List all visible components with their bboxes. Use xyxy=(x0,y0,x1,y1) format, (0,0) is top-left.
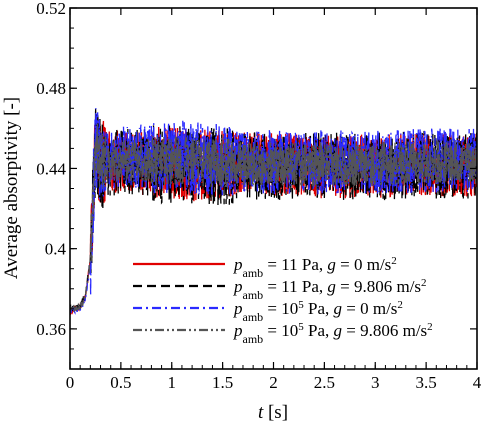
y-tick-label: 0.4 xyxy=(45,240,67,259)
x-tick-label: 3 xyxy=(371,373,380,392)
series-layer xyxy=(70,107,477,316)
series-line-4 xyxy=(70,123,477,313)
x-tick-label: 2 xyxy=(269,373,278,392)
y-tick-label: 0.48 xyxy=(36,79,66,98)
legend-label-1: pamb = 11 Pa, g = 0 m/s2 xyxy=(233,255,397,280)
x-tick-label: 2.5 xyxy=(314,373,335,392)
legend-label-2: pamb = 11 Pa, g = 9.806 m/s2 xyxy=(233,277,427,302)
x-tick-label: 1.5 xyxy=(212,373,233,392)
x-tick-label: 1 xyxy=(168,373,177,392)
x-axis: 0 0.5 1 1.5 2 2.5 3 3.5 4 xyxy=(66,8,482,392)
legend-label-3: pamb = 105 Pa, g = 0 m/s2 xyxy=(233,299,403,324)
x-tick-label: 3.5 xyxy=(416,373,437,392)
x-tick-label: 0.5 xyxy=(110,373,131,392)
x-axis-variable: t xyxy=(258,402,264,423)
x-tick-label: 0 xyxy=(66,373,75,392)
x-tick-label: 4 xyxy=(473,373,482,392)
y-tick-label: 0.52 xyxy=(36,0,66,18)
x-axis-unit: [s] xyxy=(263,402,288,423)
x-axis-title: t [s] xyxy=(258,402,288,423)
y-tick-label: 0.44 xyxy=(36,159,66,178)
y-axis-title: Average absorptivity [-] xyxy=(1,97,22,279)
legend-label-4: pamb = 105 Pa, g = 9.806 m/s2 xyxy=(233,321,433,346)
y-tick-label: 0.36 xyxy=(36,320,66,339)
y-axis: 0.36 0.4 0.44 0.48 0.52 xyxy=(36,0,477,370)
